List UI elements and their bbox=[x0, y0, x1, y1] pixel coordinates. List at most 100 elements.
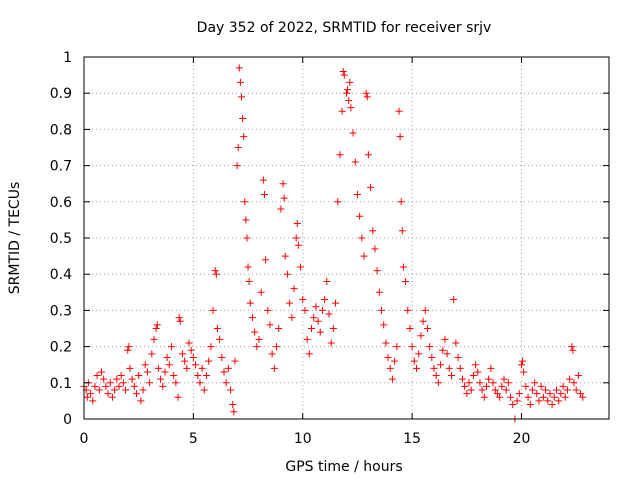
data-point bbox=[292, 234, 300, 242]
data-point bbox=[535, 397, 543, 405]
data-point bbox=[399, 263, 407, 271]
data-point bbox=[220, 368, 228, 376]
data-point bbox=[312, 303, 320, 311]
data-point bbox=[327, 339, 335, 347]
data-point bbox=[308, 325, 315, 332]
x-axis-title: GPS time / hours bbox=[285, 459, 402, 475]
x-tick-label: 20 bbox=[513, 431, 531, 447]
data-point bbox=[363, 93, 371, 101]
data-point bbox=[472, 361, 480, 369]
data-point bbox=[108, 393, 116, 401]
data-point bbox=[569, 346, 577, 354]
data-point bbox=[224, 364, 232, 372]
data-point bbox=[493, 390, 501, 398]
data-point bbox=[198, 364, 206, 372]
chart-title: Day 352 of 2022, SRMTID for receiver srj… bbox=[197, 20, 492, 36]
data-point bbox=[358, 234, 366, 242]
data-point bbox=[443, 350, 451, 358]
data-point bbox=[218, 353, 226, 361]
y-tick-label: 0.8 bbox=[50, 122, 72, 138]
data-point bbox=[242, 216, 250, 224]
data-point bbox=[241, 198, 249, 206]
data-point bbox=[555, 397, 563, 405]
data-point bbox=[239, 115, 247, 123]
data-point bbox=[336, 151, 344, 159]
x-tick-labels: 0 5 10 15 20 bbox=[80, 431, 531, 447]
data-point bbox=[347, 104, 355, 112]
data-point bbox=[496, 393, 504, 401]
data-point bbox=[259, 176, 267, 184]
data-point bbox=[294, 241, 302, 249]
data-point bbox=[542, 386, 550, 394]
data-point bbox=[456, 364, 464, 372]
data-point bbox=[87, 390, 95, 398]
data-point bbox=[283, 270, 291, 278]
data-point bbox=[273, 343, 280, 351]
data-point bbox=[371, 245, 379, 253]
data-point bbox=[318, 306, 326, 314]
y-tick-label: 0.9 bbox=[50, 86, 72, 102]
data-point bbox=[343, 89, 350, 97]
data-point bbox=[533, 390, 541, 398]
data-point bbox=[316, 328, 324, 336]
data-point bbox=[187, 346, 195, 354]
data-point bbox=[124, 346, 132, 354]
data-point bbox=[480, 393, 488, 401]
data-point bbox=[189, 353, 197, 361]
data-point bbox=[550, 393, 558, 401]
data-point bbox=[183, 364, 191, 372]
data-point bbox=[213, 325, 221, 332]
data-point bbox=[251, 328, 259, 336]
data-point bbox=[338, 107, 346, 115]
data-point bbox=[157, 375, 165, 383]
data-point bbox=[106, 379, 114, 387]
data-point bbox=[522, 382, 530, 390]
data-point bbox=[489, 379, 497, 387]
data-point bbox=[397, 198, 405, 206]
data-point bbox=[467, 386, 475, 394]
data-point bbox=[531, 379, 539, 387]
data-points bbox=[80, 64, 587, 423]
x-tick-label: 0 bbox=[80, 431, 89, 447]
data-point bbox=[334, 198, 342, 206]
data-point bbox=[458, 375, 466, 383]
data-point bbox=[230, 408, 238, 416]
data-point bbox=[577, 390, 585, 398]
data-point bbox=[205, 357, 213, 365]
data-point bbox=[286, 299, 294, 307]
y-tick-label: 0 bbox=[63, 412, 72, 428]
data-point bbox=[513, 397, 521, 405]
data-point bbox=[539, 393, 547, 401]
data-point bbox=[310, 314, 318, 322]
data-point bbox=[102, 382, 110, 390]
data-point bbox=[465, 379, 473, 387]
data-point bbox=[563, 386, 571, 394]
data-point bbox=[305, 350, 313, 358]
data-point bbox=[288, 314, 296, 322]
data-point bbox=[266, 321, 274, 329]
data-point bbox=[115, 382, 123, 390]
data-point bbox=[229, 401, 237, 409]
data-point bbox=[413, 364, 420, 372]
data-point bbox=[393, 343, 401, 351]
data-point bbox=[339, 67, 347, 75]
data-point bbox=[476, 379, 484, 387]
data-point bbox=[579, 393, 587, 401]
y-tick-label: 0.5 bbox=[50, 231, 72, 247]
data-point bbox=[141, 361, 149, 369]
data-point bbox=[408, 343, 416, 351]
data-point bbox=[502, 386, 510, 394]
data-point bbox=[270, 364, 278, 372]
data-point bbox=[301, 306, 309, 314]
data-point bbox=[568, 343, 576, 351]
data-point bbox=[410, 357, 418, 365]
data-point bbox=[557, 390, 565, 398]
data-point bbox=[159, 382, 167, 390]
y-tick-label: 0.7 bbox=[50, 159, 72, 175]
data-point bbox=[329, 325, 337, 332]
data-point bbox=[262, 256, 270, 264]
data-point bbox=[255, 335, 263, 343]
data-point bbox=[452, 339, 460, 347]
data-point bbox=[194, 372, 202, 380]
data-point bbox=[487, 364, 495, 372]
